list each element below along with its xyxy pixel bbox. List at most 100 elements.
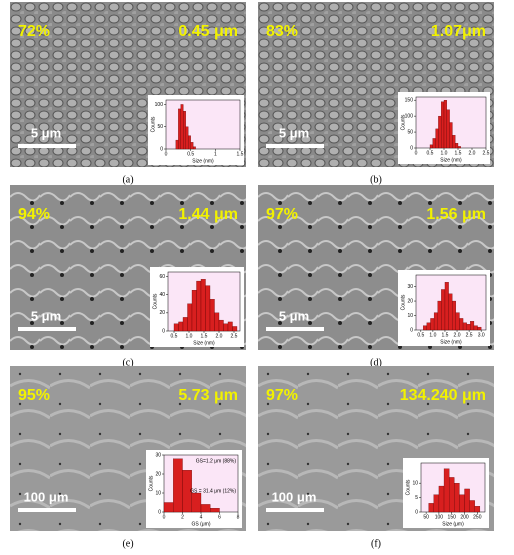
histogram-bar	[455, 143, 459, 149]
x-tick-label: 1.0	[441, 150, 448, 156]
y-tick-label: 100	[155, 102, 164, 108]
y-tick-label: 60	[159, 274, 165, 280]
scale-bar	[18, 327, 76, 331]
histogram-bar	[433, 312, 438, 331]
y-tick-label: 20	[407, 298, 413, 304]
x-tick-label: 0.5	[187, 151, 194, 157]
histogram-inset: 0.5 1.0 1.5 2.0 2.5 0 20 40 60 Size (nm) Counts	[150, 267, 244, 347]
x-tick-label: 2.0	[216, 333, 223, 339]
grain-size-label: 134.240 μm	[400, 387, 486, 404]
panel-label: (e)	[122, 538, 133, 549]
y-tick-label: 10	[407, 313, 413, 319]
histogram-bar	[443, 100, 447, 149]
scale-bar-label: 5 μm	[279, 308, 309, 323]
scale-bar-label: 5 μm	[279, 125, 309, 140]
density-label: 97%	[266, 387, 298, 404]
panel-label: (d)	[370, 357, 382, 368]
histogram-bar	[180, 104, 184, 150]
x-tick-label: 250	[473, 514, 482, 520]
panel: 94% 1.44 μm 5 μm (c) 0.5 1.0 1.5 2.0 2.5 0 20 40 60 S…	[10, 185, 246, 368]
x-tick-label: 0.5	[417, 332, 424, 338]
x-tick-label: 50	[423, 514, 429, 520]
scale-bar-label: 5 μm	[31, 308, 61, 323]
histogram-inset: 0.5 1.0 1.5 2.0 2.5 3.0 0 10 20 30 Size (nm) Counts	[398, 270, 490, 346]
histogram-bar	[473, 325, 478, 331]
y-tick-label: 10	[155, 490, 161, 496]
x-tick-label: 0	[165, 151, 168, 157]
x-tick-label: 2.5	[231, 333, 238, 339]
histogram-bar	[457, 146, 461, 149]
annotation: GS=1.2 μm (88%)	[196, 458, 237, 464]
histogram-bar	[429, 144, 433, 149]
y-tick-label: 50	[407, 129, 413, 135]
histogram-inset: 0 0.5 1 1.5 0 50 100 Size (nm) Counts	[148, 95, 244, 165]
histogram-bar	[452, 135, 456, 149]
histogram-bar	[191, 492, 202, 513]
histogram-bar	[192, 146, 196, 150]
histogram-bar	[205, 285, 211, 332]
histogram-bar	[437, 300, 442, 331]
y-tick-label: 5	[415, 495, 418, 501]
histogram-bar	[426, 322, 431, 331]
histogram-bar	[448, 293, 453, 331]
histogram-bar	[449, 477, 455, 513]
histogram-bar	[464, 488, 470, 513]
x-axis-label: GS (μm)	[192, 521, 211, 527]
histogram-bar	[455, 312, 460, 331]
panel: 72% 0.45 μm 5 μm (a) 0 0.5 1 1.5 0 50 100 Size (nm)…	[10, 2, 246, 185]
density-label: 95%	[18, 387, 50, 404]
grain-size-label: 0.45 μm	[178, 23, 238, 40]
histogram-bar	[190, 142, 194, 150]
histogram-bar	[188, 135, 191, 150]
x-tick-label: 2.5	[483, 150, 490, 156]
y-tick-label: 10	[412, 481, 418, 487]
x-tick-label: 1.5	[237, 151, 244, 157]
x-tick-label: 0	[163, 514, 166, 520]
x-tick-label: 1.0	[186, 333, 193, 339]
panel: 83% 1.07μm 5 μm (b) 0 0.5 1.0 1.5 2.0 2.5 0 50 100 15…	[258, 2, 494, 185]
histogram-bar	[173, 323, 179, 332]
histogram-inset: 50 100 150 200 250 0 5 10 Size (μm) Counts	[403, 458, 489, 528]
histogram-bar	[196, 280, 202, 332]
x-tick-label: 150	[448, 514, 457, 520]
grain-size-label: 5.73 μm	[178, 387, 238, 404]
y-axis-label: Counts	[405, 479, 411, 495]
y-tick-label: 20	[159, 310, 165, 316]
histogram-bar	[187, 303, 193, 332]
histogram-bar	[474, 506, 481, 513]
histogram-bar	[459, 318, 464, 331]
x-tick-label: 1.5	[455, 150, 462, 156]
scale-bar-label: 100 μm	[24, 489, 69, 504]
histogram-bar	[232, 326, 238, 332]
histogram-bar	[218, 319, 224, 332]
y-tick-label: 20	[155, 471, 161, 477]
y-axis-label: Counts	[400, 114, 406, 130]
y-tick-label: 0	[410, 327, 413, 333]
x-axis-label: Size (nm)	[192, 158, 214, 164]
histogram-bar	[444, 282, 449, 331]
histogram-bar	[185, 126, 189, 150]
x-tick-label: 100	[435, 514, 444, 520]
histogram-bar	[466, 324, 471, 331]
x-axis-label: Size (μm)	[442, 521, 464, 527]
histogram-bar	[163, 502, 174, 513]
histogram-bar	[452, 300, 456, 331]
histogram-bar	[175, 139, 179, 150]
x-tick-label: 1	[214, 151, 217, 157]
x-tick-label: 1.0	[429, 332, 436, 338]
histogram-bar	[454, 483, 460, 513]
histogram-bar	[462, 322, 467, 331]
histogram-bar	[178, 108, 181, 150]
x-tick-label: 1.5	[441, 332, 448, 338]
x-tick-label: 1.5	[201, 333, 208, 339]
histogram-bar	[433, 494, 440, 513]
histogram-bar	[210, 508, 220, 513]
panel: 97% 1.56 μm 5 μm (d) 0.5 1.0 1.5 2.0 2.5 3.0 0 10 20…	[258, 185, 494, 368]
x-tick-label: 2.0	[469, 150, 476, 156]
y-tick-label: 50	[157, 124, 163, 130]
x-tick-label: 2	[181, 514, 184, 520]
x-tick-label: 2.0	[454, 332, 461, 338]
histogram-bar	[214, 312, 220, 332]
histogram-bar	[428, 503, 434, 513]
histogram-bar	[459, 494, 465, 513]
